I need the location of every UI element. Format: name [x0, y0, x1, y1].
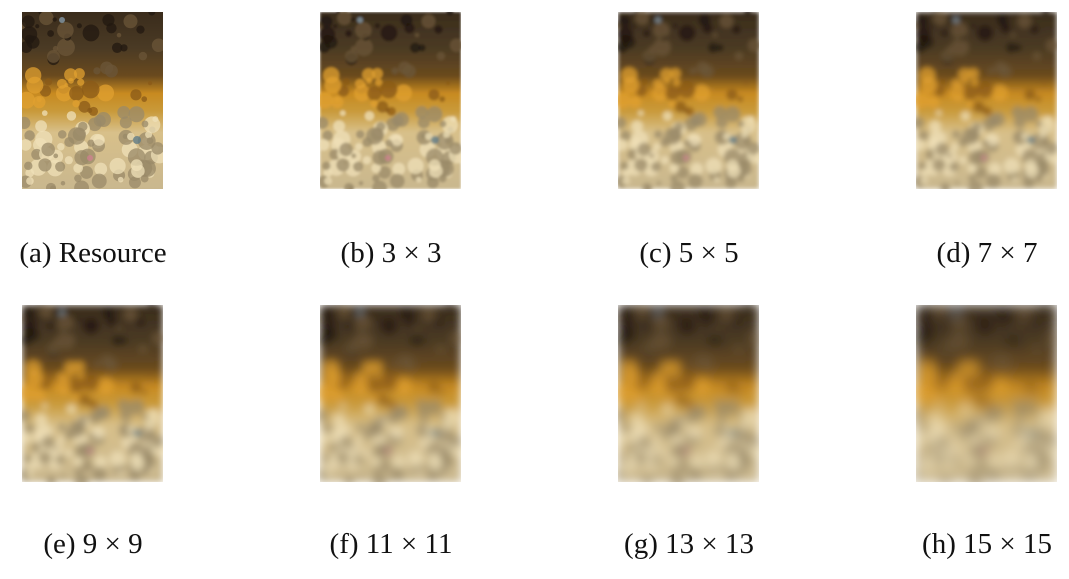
- caption: (e) 9 × 9: [43, 528, 142, 560]
- panel-image: [614, 9, 764, 196]
- caption: (a) Resource: [19, 237, 166, 269]
- panel-image: [18, 302, 168, 489]
- panel-image: [912, 9, 1062, 196]
- caption: (h) 15 × 15: [922, 528, 1052, 560]
- caption: (d) 7 × 7: [937, 237, 1038, 269]
- caption: (b) 3 × 3: [341, 237, 442, 269]
- panel-image: [316, 302, 466, 489]
- panel-image: [912, 302, 1062, 489]
- figure: (a) Resource (b) 3 × 3 (c) 5 × 5 (d) 7 × 7 (…: [0, 0, 1069, 574]
- caption: (c) 5 × 5: [639, 237, 738, 269]
- caption: (f) 11 × 11: [330, 528, 453, 560]
- panel-image: [316, 9, 466, 196]
- caption: (g) 13 × 13: [624, 528, 754, 560]
- panel-image: [18, 9, 168, 196]
- panel-image: [614, 302, 764, 489]
